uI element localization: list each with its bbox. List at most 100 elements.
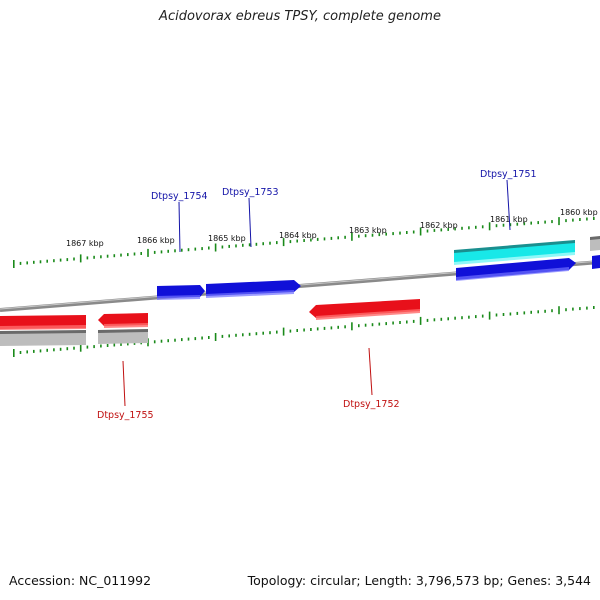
reverse-track-minor-tick — [454, 316, 456, 320]
gene-label-dtpsy-1754[interactable]: Dtpsy_1754 — [151, 191, 208, 202]
reverse-track-minor-tick — [106, 344, 109, 347]
reverse-track-minor-tick — [433, 318, 436, 322]
gene-label-dtpsy-1751[interactable]: Dtpsy_1751 — [480, 169, 537, 180]
forward-track-minor-tick — [358, 234, 360, 238]
tick-label-1863: 1863 kbp — [349, 226, 387, 235]
reverse-track-major-tick — [351, 322, 353, 331]
tick-label-1860: 1860 kbp — [560, 208, 598, 217]
forward-track-minor-tick — [523, 222, 526, 226]
reverse-track-minor-tick — [406, 320, 408, 324]
forward-track-minor-tick — [248, 243, 251, 247]
reverse-track-minor-tick — [509, 312, 512, 316]
reverse-track-minor-tick — [447, 317, 449, 321]
reverse-track-minor-tick — [337, 325, 339, 329]
reverse-track-minor-tick — [276, 330, 278, 334]
reverse-genes — [0, 299, 420, 346]
reverse-track-minor-tick — [296, 329, 298, 332]
reverse-track-minor-tick — [194, 337, 197, 341]
gene-dtpsy-1755[interactable] — [98, 313, 148, 328]
reverse-track-minor-tick — [242, 333, 244, 337]
reverse-track-minor-tick — [440, 317, 443, 321]
reverse-track-minor-tick — [358, 324, 360, 328]
forward-track-minor-tick — [181, 248, 183, 252]
gene-dtpsy-1752[interactable] — [309, 299, 420, 320]
reverse-track-minor-tick — [153, 340, 156, 344]
forward-track-minor-tick — [262, 242, 264, 246]
gene-label-dtpsy-1753[interactable]: Dtpsy_1753 — [222, 187, 279, 198]
forward-track-minor-tick — [93, 255, 95, 259]
reverse-track-minor-tick — [100, 344, 102, 348]
forward-track-minor-tick — [316, 237, 319, 241]
forward-track-minor-tick — [530, 221, 532, 225]
reverse-track-minor-tick — [303, 328, 305, 332]
forward-track-minor-tick — [113, 254, 116, 258]
forward-track-minor-tick — [502, 223, 505, 227]
forward-track-major-tick — [351, 232, 353, 241]
forward-tick-track — [13, 217, 595, 268]
reverse-track-major-tick — [13, 349, 15, 357]
gene-dtpsy-1753[interactable] — [206, 280, 301, 298]
gene-pseudo-left[interactable] — [0, 330, 86, 346]
reverse-track-minor-tick — [53, 348, 55, 352]
reverse-track-minor-tick — [461, 316, 463, 320]
reverse-track-minor-tick — [86, 345, 89, 349]
reverse-track-minor-tick — [572, 307, 574, 311]
gene-reverse-left[interactable] — [0, 315, 86, 330]
reverse-track-minor-tick — [262, 331, 264, 335]
reverse-track-minor-tick — [46, 348, 48, 352]
reverse-track-minor-tick — [19, 351, 22, 354]
reverse-track-minor-tick — [174, 338, 176, 342]
reverse-track-minor-tick — [399, 321, 401, 324]
forward-track-minor-tick — [187, 248, 190, 252]
reverse-track-minor-tick — [73, 346, 75, 350]
reverse-track-minor-tick — [208, 336, 210, 339]
gene-pseudo-edge[interactable] — [590, 236, 600, 251]
reverse-track-minor-tick — [113, 343, 116, 347]
forward-track-minor-tick — [447, 227, 449, 231]
forward-track-minor-tick — [433, 228, 436, 232]
reverse-track-minor-tick — [160, 339, 163, 343]
reverse-track-minor-tick — [392, 321, 394, 325]
forward-track-minor-tick — [399, 231, 401, 235]
reverse-track-minor-tick — [481, 314, 484, 318]
reverse-track-minor-tick — [181, 338, 183, 342]
forward-track-minor-tick — [153, 250, 156, 254]
reverse-track-minor-tick — [544, 309, 546, 313]
reverse-track-minor-tick — [523, 311, 526, 315]
forward-track-minor-tick — [323, 237, 326, 241]
forward-track-minor-tick — [509, 223, 512, 227]
gene-forward-unlabeled-1[interactable] — [456, 258, 576, 281]
forward-track-minor-tick — [385, 232, 387, 236]
reverse-track-minor-tick — [344, 325, 346, 329]
forward-track-minor-tick — [337, 236, 339, 240]
gene-pseudo-middle[interactable] — [98, 329, 148, 344]
forward-track-minor-tick — [53, 259, 55, 263]
forward-track-minor-tick — [371, 233, 374, 237]
forward-track-minor-tick — [100, 255, 102, 259]
forward-track-minor-tick — [516, 222, 519, 226]
reverse-track-minor-tick — [235, 333, 237, 337]
forward-track-minor-tick — [66, 258, 69, 262]
forward-track-minor-tick — [475, 225, 477, 229]
accession-label: Accession: NC_011992 — [9, 573, 152, 588]
reverse-track-minor-tick — [289, 329, 292, 333]
forward-track-major-tick — [147, 248, 149, 257]
reverse-track-minor-tick — [221, 334, 224, 338]
forward-track-minor-tick — [296, 239, 298, 243]
forward-track-major-tick — [79, 254, 82, 263]
gene-label-dtpsy-1755[interactable]: Dtpsy_1755 — [97, 410, 154, 421]
gene-label-dtpsy-1752[interactable]: Dtpsy_1752 — [343, 399, 400, 410]
forward-track-minor-tick — [551, 220, 553, 224]
forward-track-minor-tick — [46, 259, 48, 263]
forward-track-minor-tick — [33, 260, 35, 264]
reverse-track-minor-tick — [586, 306, 588, 310]
gene-dtpsy-1751[interactable] — [454, 240, 575, 265]
forward-track-minor-tick — [378, 233, 381, 237]
scale-labels: 1867 kbp 1866 kbp 1865 kbp 1864 kbp 1863… — [66, 208, 598, 248]
forward-track-minor-tick — [39, 260, 42, 264]
gene-dtpsy-1754[interactable] — [157, 285, 205, 300]
gene-forward-edge[interactable] — [592, 255, 600, 269]
tick-label-1866: 1866 kbp — [137, 236, 175, 245]
forward-track-minor-tick — [160, 250, 163, 254]
